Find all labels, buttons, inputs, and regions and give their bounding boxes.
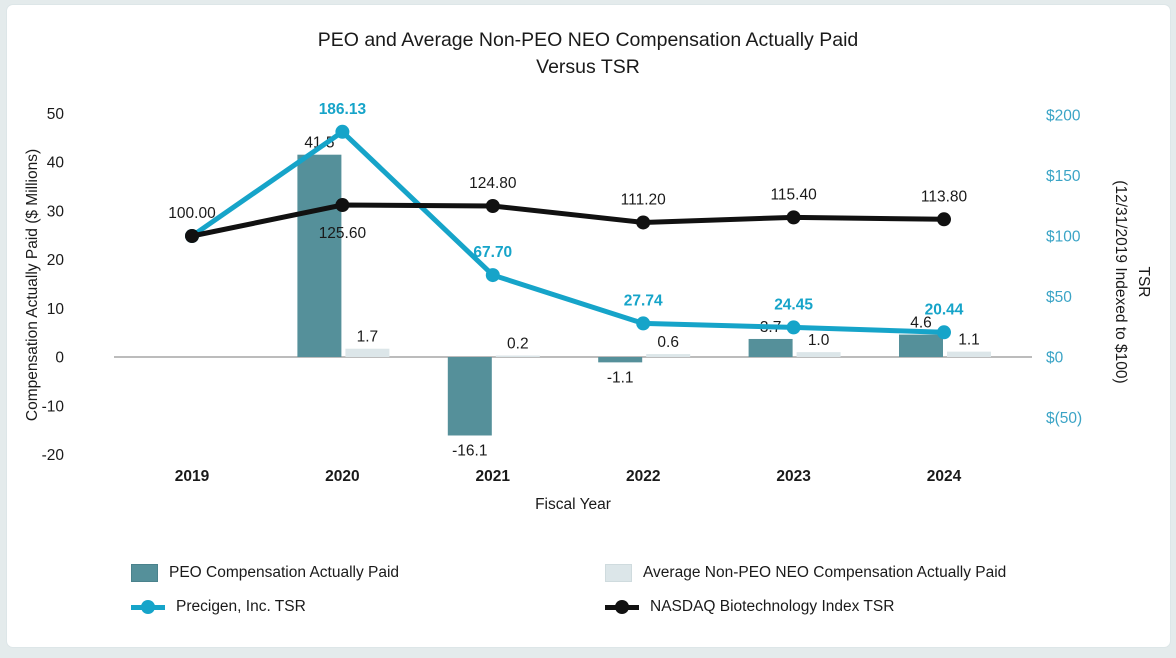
left-axis-tick: -20 (42, 447, 65, 464)
marker-nasdaq-2021 (485, 198, 500, 213)
line-label-precigen-2024: 20.44 (925, 301, 964, 318)
line-label-precigen-2023: 24.45 (774, 296, 813, 313)
legend-item-neo: Average Non-PEO NEO Compensation Actuall… (605, 563, 1006, 583)
left-axis-tick: 30 (47, 203, 65, 220)
marker-precigen-2020 (335, 124, 350, 139)
chart-title-line2: Versus TSR (536, 56, 640, 78)
bar-peo-2020 (297, 154, 342, 357)
x-axis-tick: 2020 (325, 468, 359, 485)
bar-peo-2022 (598, 357, 643, 363)
bar-label-neo-2021: 0.2 (507, 336, 529, 353)
line-label-precigen-2020: 186.13 (319, 101, 367, 118)
legend-label-precigen: Precigen, Inc. TSR (176, 598, 306, 615)
legend-label-neo: Average Non-PEO NEO Compensation Actuall… (643, 564, 1007, 581)
right-axis-tick: $100 (1046, 229, 1081, 246)
line-label-nasdaq-2023: 115.40 (770, 186, 817, 203)
legend-marker-nasdaq (605, 600, 639, 615)
bar-neo-2023 (796, 352, 841, 357)
left-axis-tick: -10 (42, 398, 65, 415)
bar-label-neo-2023: 1.0 (808, 332, 830, 349)
left-axis-tick: 0 (55, 350, 64, 367)
line-label-precigen-2021: 67.70 (473, 244, 512, 261)
bar-neo-2020 (345, 348, 390, 357)
legend-item-precigen: Precigen, Inc. TSR (131, 597, 306, 617)
legend-marker-precigen (131, 600, 165, 615)
bar-label-neo-2020: 1.7 (357, 329, 379, 346)
left-axis-tick: 20 (47, 252, 65, 269)
legend-label-nasdaq: NASDAQ Biotechnology Index TSR (650, 598, 895, 615)
line-label-precigen-2022: 27.74 (624, 292, 663, 309)
bar-peo-2024 (899, 334, 943, 357)
marker-nasdaq-2024 (937, 212, 951, 227)
marker-nasdaq-2020 (335, 198, 350, 213)
bar-peo-2023 (748, 338, 793, 357)
bar-label-peo-2020: 41.5 (304, 135, 334, 152)
right-axis-tick: $150 (1046, 168, 1081, 185)
bar-label-peo-2021: -16.1 (452, 442, 487, 459)
bar-label-peo-2024: 4.6 (910, 315, 932, 332)
bar-peo-2021 (447, 357, 492, 436)
marker-nasdaq-2023 (786, 210, 801, 225)
bar-label-neo-2024: 1.1 (958, 332, 980, 349)
marker-precigen-2024 (937, 325, 951, 340)
left-axis-tick: 10 (47, 301, 65, 318)
chart-title-line1: PEO and Average Non-PEO NEO Compensation… (317, 29, 859, 51)
chart-card (6, 4, 1171, 648)
legend-label-peo: PEO Compensation Actually Paid (169, 564, 400, 581)
line-precigen (190, 128, 945, 335)
x-axis-tick: 2023 (776, 468, 811, 485)
legend-item-nasdaq: NASDAQ Biotechnology Index TSR (605, 597, 894, 617)
legend-item-peo: PEO Compensation Actually Paid (131, 563, 399, 583)
right-axis-tick: $0 (1046, 350, 1064, 367)
right-axis-tick: $(50) (1046, 410, 1082, 427)
x-axis-tick: 2019 (175, 468, 210, 485)
line-nasdaq (191, 202, 945, 239)
bar-neo-2021 (495, 355, 540, 357)
marker-precigen-2023 (786, 320, 801, 335)
left-axis-tick: 50 (47, 106, 65, 123)
bar-label-peo-2022: -1.1 (607, 369, 634, 386)
bar-label-neo-2022: 0.6 (657, 334, 679, 351)
right-axis-tick: $200 (1046, 108, 1081, 125)
marker-nasdaq-2019 (185, 229, 199, 243)
marker-precigen-2021 (485, 268, 500, 283)
x-axis-tick: 2024 (927, 468, 962, 485)
legend-swatch-neo (605, 564, 632, 582)
x-axis-tick: 2022 (626, 468, 660, 485)
line-label-nasdaq-2022: 111.20 (621, 191, 666, 208)
marker-nasdaq-2022 (636, 215, 651, 230)
x-axis-title: Fiscal Year (535, 496, 611, 513)
line-label-nasdaq-2019: 100.00 (168, 205, 216, 222)
bar-neo-2022 (646, 354, 691, 357)
bar-neo-2024 (947, 351, 991, 357)
chart-title: PEO and Average Non-PEO NEO Compensation… (0, 27, 1176, 81)
line-label-nasdaq-2024: 113.80 (921, 188, 968, 205)
left-axis-tick: 40 (47, 155, 65, 172)
right-axis-tick: $50 (1046, 289, 1072, 306)
marker-precigen-2022 (636, 316, 651, 331)
line-label-nasdaq-2020: 125.60 (319, 225, 367, 242)
legend-swatch-peo (131, 564, 158, 582)
x-axis-tick: 2021 (476, 468, 511, 485)
line-label-nasdaq-2021: 124.80 (469, 175, 517, 192)
